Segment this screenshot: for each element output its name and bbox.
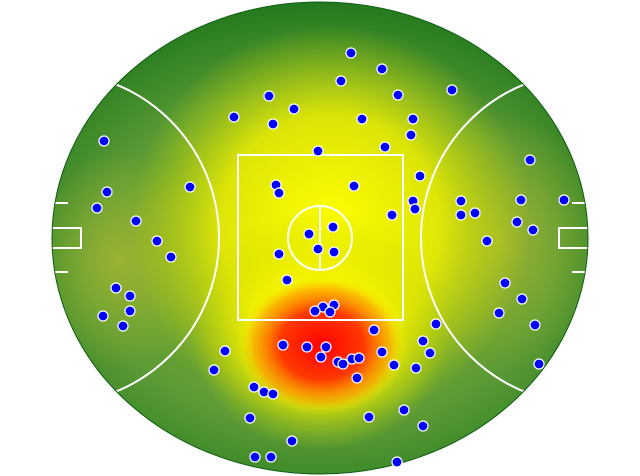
point bbox=[258, 386, 270, 398]
point bbox=[351, 372, 363, 384]
point bbox=[312, 243, 324, 255]
point bbox=[417, 335, 429, 347]
point bbox=[273, 248, 285, 260]
point bbox=[320, 341, 332, 353]
point bbox=[335, 75, 347, 87]
point bbox=[388, 359, 400, 371]
point bbox=[376, 63, 388, 75]
point bbox=[414, 170, 426, 182]
point bbox=[265, 451, 277, 463]
point bbox=[392, 89, 404, 101]
point bbox=[417, 420, 429, 432]
point bbox=[273, 187, 285, 199]
point bbox=[348, 180, 360, 192]
point bbox=[469, 207, 481, 219]
point bbox=[511, 216, 523, 228]
point bbox=[281, 274, 293, 286]
point bbox=[499, 277, 511, 289]
point bbox=[407, 113, 419, 125]
point bbox=[309, 305, 321, 317]
point bbox=[324, 306, 336, 318]
point bbox=[244, 412, 256, 424]
point bbox=[533, 358, 545, 370]
point bbox=[481, 235, 493, 247]
point bbox=[516, 293, 528, 305]
point bbox=[353, 352, 365, 364]
point bbox=[267, 118, 279, 130]
point bbox=[328, 246, 340, 258]
point bbox=[524, 154, 536, 166]
point bbox=[286, 435, 298, 447]
point bbox=[130, 215, 142, 227]
point bbox=[386, 209, 398, 221]
point bbox=[409, 203, 421, 215]
point bbox=[455, 195, 467, 207]
point bbox=[263, 90, 275, 102]
point bbox=[368, 324, 380, 336]
boundary bbox=[51, 1, 589, 475]
point bbox=[277, 339, 289, 351]
point bbox=[363, 411, 375, 423]
point bbox=[446, 84, 458, 96]
point bbox=[303, 228, 315, 240]
point bbox=[376, 346, 388, 358]
point bbox=[315, 351, 327, 363]
point bbox=[356, 113, 368, 125]
point bbox=[267, 388, 279, 400]
point bbox=[424, 347, 436, 359]
point bbox=[248, 381, 260, 393]
point bbox=[184, 181, 196, 193]
point bbox=[110, 282, 122, 294]
point bbox=[379, 141, 391, 153]
point bbox=[405, 129, 417, 141]
point bbox=[165, 251, 177, 263]
point bbox=[391, 456, 403, 468]
point bbox=[98, 135, 110, 147]
point bbox=[301, 341, 313, 353]
point bbox=[117, 320, 129, 332]
point bbox=[558, 194, 570, 206]
point bbox=[327, 221, 339, 233]
point bbox=[97, 310, 109, 322]
point bbox=[151, 235, 163, 247]
point bbox=[515, 194, 527, 206]
point bbox=[124, 305, 136, 317]
point bbox=[249, 451, 261, 463]
point bbox=[288, 103, 300, 115]
point bbox=[219, 345, 231, 357]
point bbox=[430, 318, 442, 330]
point bbox=[398, 404, 410, 416]
point bbox=[91, 202, 103, 214]
point bbox=[228, 111, 240, 123]
point bbox=[208, 364, 220, 376]
point bbox=[345, 47, 357, 59]
point bbox=[124, 290, 136, 302]
point bbox=[410, 362, 422, 374]
point bbox=[493, 307, 505, 319]
point bbox=[337, 358, 349, 370]
point bbox=[101, 186, 113, 198]
point bbox=[312, 145, 324, 157]
point bbox=[527, 224, 539, 236]
point bbox=[455, 209, 467, 221]
point bbox=[529, 319, 541, 331]
